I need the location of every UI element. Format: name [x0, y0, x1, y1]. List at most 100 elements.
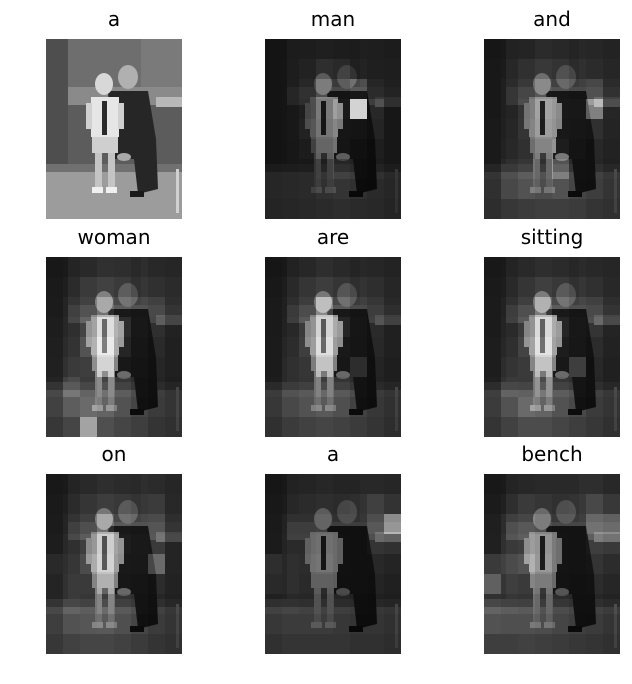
- panel-2: man: [253, 4, 413, 219]
- attention-cell: [552, 59, 569, 79]
- attention-cell: [131, 277, 148, 297]
- attention-cell: [569, 634, 586, 654]
- attention-cell: [367, 474, 384, 494]
- attention-cell: [350, 59, 367, 79]
- attention-cell: [265, 99, 282, 119]
- attention-cell: [333, 179, 350, 199]
- panel-word-label: bench: [521, 442, 583, 466]
- attention-cell: [80, 574, 97, 594]
- attention-cell: [148, 337, 165, 357]
- attention-cell: [384, 614, 401, 634]
- attention-cell: [265, 554, 282, 574]
- attention-highlight: [552, 317, 569, 337]
- attention-cell: [518, 494, 535, 514]
- attention-highlight: [148, 554, 165, 574]
- attention-cell: [316, 59, 333, 79]
- attention-cell: [316, 297, 333, 317]
- attention-cell: [552, 179, 569, 199]
- attention-cell: [316, 594, 333, 614]
- attention-cell: [367, 139, 384, 159]
- attention-cell: [484, 39, 501, 59]
- attention-highlight: [316, 297, 333, 317]
- attention-cell: [165, 297, 182, 317]
- attention-cell: [586, 594, 603, 614]
- attention-cell: [535, 99, 552, 119]
- attention-highlight: [535, 337, 552, 357]
- attention-cell: [114, 614, 131, 634]
- attention-cell: [46, 614, 63, 634]
- attention-cell: [131, 594, 148, 614]
- attention-cell: [97, 297, 114, 317]
- attention-cell: [148, 377, 165, 397]
- attention-cell: [350, 39, 367, 59]
- attention-cell: [131, 554, 148, 574]
- attention-cell: [501, 514, 518, 534]
- attention-cell: [114, 297, 131, 317]
- panel-1: a: [34, 4, 194, 219]
- attention-cell: [586, 39, 603, 59]
- attention-cell: [569, 397, 586, 417]
- attention-cell: [552, 514, 569, 534]
- attention-cell: [603, 494, 620, 514]
- attention-cell: [265, 514, 282, 534]
- attention-cell: [131, 417, 148, 437]
- attention-cell: [586, 139, 603, 159]
- attention-cell: [501, 574, 518, 594]
- attention-cell: [484, 594, 501, 614]
- attention-cell: [350, 474, 367, 494]
- attention-cell: [63, 397, 80, 417]
- attention-cell: [97, 397, 114, 417]
- attention-cell: [114, 474, 131, 494]
- attention-cell: [484, 277, 501, 297]
- attention-cell: [63, 554, 80, 574]
- attention-highlight: [552, 337, 569, 357]
- attention-cell: [333, 377, 350, 397]
- attention-cell: [165, 397, 182, 417]
- attention-highlight: [333, 317, 350, 337]
- attention-cell: [265, 257, 282, 277]
- attention-cell: [384, 337, 401, 357]
- attention-cell: [384, 574, 401, 594]
- attention-cell: [265, 574, 282, 594]
- attention-cell: [97, 474, 114, 494]
- panel-word-label: are: [316, 225, 350, 249]
- attention-cell: [569, 159, 586, 179]
- attention-highlight: [316, 317, 333, 337]
- panel-3: and: [472, 4, 632, 219]
- attention-cell: [535, 199, 552, 219]
- attention-cell: [350, 179, 367, 199]
- attention-cell: [299, 79, 316, 99]
- attention-cell: [97, 357, 114, 377]
- attention-cell: [114, 594, 131, 614]
- attention-cell: [165, 377, 182, 397]
- attention-cell: [46, 277, 63, 297]
- attention-cell: [535, 119, 552, 139]
- attention-cell: [484, 474, 501, 494]
- attention-cell: [384, 554, 401, 574]
- attention-cell: [46, 317, 63, 337]
- attention-cell: [265, 474, 282, 494]
- attention-cell: [63, 357, 80, 377]
- attention-cell: [46, 594, 63, 614]
- attention-cell: [282, 514, 299, 534]
- attention-cell: [316, 159, 333, 179]
- attention-cell: [367, 534, 384, 554]
- attention-cell: [80, 474, 97, 494]
- attention-cell: [603, 179, 620, 199]
- attention-highlight: [535, 317, 552, 337]
- attention-cell: [282, 357, 299, 377]
- attention-cell: [535, 514, 552, 534]
- attention-cell: [603, 59, 620, 79]
- attention-cell: [299, 297, 316, 317]
- attention-cell: [552, 494, 569, 514]
- attention-cell: [552, 474, 569, 494]
- panel-6: sitting: [472, 222, 632, 437]
- attention-cell: [384, 494, 401, 514]
- attention-cell: [265, 397, 282, 417]
- attention-cell: [535, 317, 552, 337]
- attention-cell: [484, 634, 501, 654]
- attention-cell: [80, 257, 97, 277]
- attention-cell: [333, 297, 350, 317]
- attention-cell: [165, 534, 182, 554]
- attention-cell: [299, 474, 316, 494]
